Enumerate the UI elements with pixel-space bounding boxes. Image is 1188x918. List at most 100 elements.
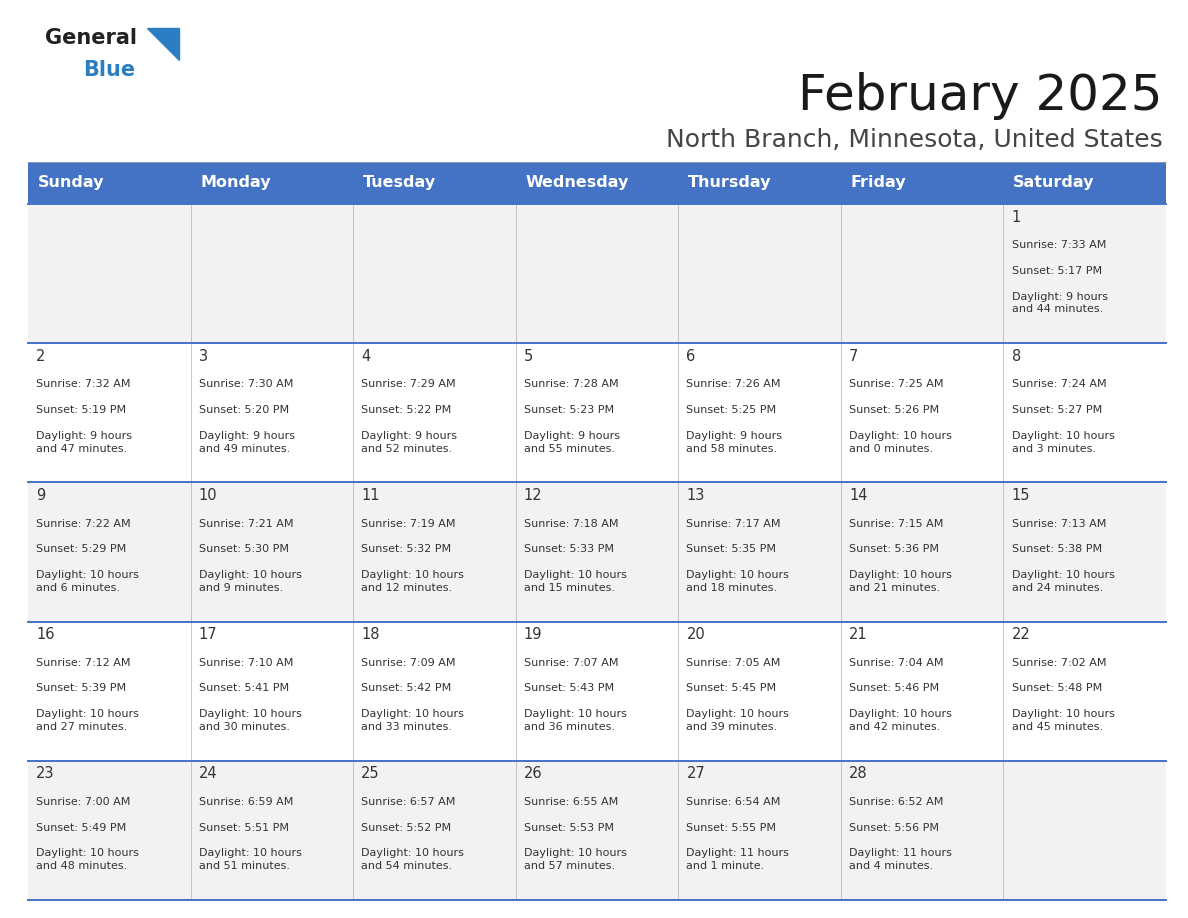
Bar bbox=[29, 343, 1165, 482]
Text: Saturday: Saturday bbox=[1013, 175, 1094, 191]
Text: General: General bbox=[45, 28, 137, 48]
Text: Sunset: 5:23 PM: Sunset: 5:23 PM bbox=[524, 405, 614, 415]
Text: Sunrise: 6:54 AM: Sunrise: 6:54 AM bbox=[687, 797, 781, 807]
Text: 12: 12 bbox=[524, 487, 543, 503]
Text: 22: 22 bbox=[1011, 627, 1030, 642]
Text: 13: 13 bbox=[687, 487, 704, 503]
Text: Sunrise: 7:29 AM: Sunrise: 7:29 AM bbox=[361, 379, 456, 389]
Text: Sunrise: 6:52 AM: Sunrise: 6:52 AM bbox=[849, 797, 943, 807]
Text: Daylight: 9 hours
and 44 minutes.: Daylight: 9 hours and 44 minutes. bbox=[1011, 292, 1107, 315]
Text: Sunrise: 7:04 AM: Sunrise: 7:04 AM bbox=[849, 657, 943, 667]
Text: Daylight: 10 hours
and 45 minutes.: Daylight: 10 hours and 45 minutes. bbox=[1011, 710, 1114, 732]
Text: Daylight: 9 hours
and 52 minutes.: Daylight: 9 hours and 52 minutes. bbox=[361, 431, 457, 453]
Text: Wednesday: Wednesday bbox=[525, 175, 628, 191]
Text: Sunset: 5:51 PM: Sunset: 5:51 PM bbox=[198, 823, 289, 833]
Text: 9: 9 bbox=[36, 487, 45, 503]
Text: Daylight: 10 hours
and 36 minutes.: Daylight: 10 hours and 36 minutes. bbox=[524, 710, 627, 732]
Text: Daylight: 11 hours
and 1 minute.: Daylight: 11 hours and 1 minute. bbox=[687, 848, 789, 871]
Text: Sunset: 5:41 PM: Sunset: 5:41 PM bbox=[198, 684, 289, 693]
Text: Sunset: 5:56 PM: Sunset: 5:56 PM bbox=[849, 823, 939, 833]
Text: Sunrise: 6:55 AM: Sunrise: 6:55 AM bbox=[524, 797, 618, 807]
Text: Sunset: 5:17 PM: Sunset: 5:17 PM bbox=[1011, 266, 1101, 276]
Text: Sunset: 5:32 PM: Sunset: 5:32 PM bbox=[361, 544, 451, 554]
Text: 10: 10 bbox=[198, 487, 217, 503]
Text: 7: 7 bbox=[849, 349, 859, 364]
Text: 23: 23 bbox=[36, 767, 55, 781]
Text: Daylight: 10 hours
and 48 minutes.: Daylight: 10 hours and 48 minutes. bbox=[36, 848, 139, 871]
Text: 3: 3 bbox=[198, 349, 208, 364]
Text: North Branch, Minnesota, United States: North Branch, Minnesota, United States bbox=[666, 128, 1163, 152]
Text: Daylight: 10 hours
and 21 minutes.: Daylight: 10 hours and 21 minutes. bbox=[849, 570, 952, 593]
Bar bbox=[29, 761, 1165, 900]
Text: 28: 28 bbox=[849, 767, 867, 781]
Text: Sunset: 5:27 PM: Sunset: 5:27 PM bbox=[1011, 405, 1101, 415]
Polygon shape bbox=[147, 28, 179, 60]
Text: Daylight: 10 hours
and 42 minutes.: Daylight: 10 hours and 42 minutes. bbox=[849, 710, 952, 732]
Text: Sunset: 5:45 PM: Sunset: 5:45 PM bbox=[687, 684, 777, 693]
Bar bbox=[29, 162, 1165, 204]
Text: Daylight: 9 hours
and 55 minutes.: Daylight: 9 hours and 55 minutes. bbox=[524, 431, 620, 453]
Text: 21: 21 bbox=[849, 627, 867, 642]
Bar bbox=[29, 482, 1165, 621]
Text: Sunrise: 7:19 AM: Sunrise: 7:19 AM bbox=[361, 519, 456, 529]
Text: Sunset: 5:30 PM: Sunset: 5:30 PM bbox=[198, 544, 289, 554]
Text: Daylight: 10 hours
and 54 minutes.: Daylight: 10 hours and 54 minutes. bbox=[361, 848, 465, 871]
Text: Daylight: 10 hours
and 9 minutes.: Daylight: 10 hours and 9 minutes. bbox=[198, 570, 302, 593]
Text: Sunrise: 7:15 AM: Sunrise: 7:15 AM bbox=[849, 519, 943, 529]
Text: Sunset: 5:55 PM: Sunset: 5:55 PM bbox=[687, 823, 777, 833]
Text: Sunset: 5:19 PM: Sunset: 5:19 PM bbox=[36, 405, 126, 415]
Text: Daylight: 10 hours
and 24 minutes.: Daylight: 10 hours and 24 minutes. bbox=[1011, 570, 1114, 593]
Text: Sunrise: 7:00 AM: Sunrise: 7:00 AM bbox=[36, 797, 131, 807]
Text: 16: 16 bbox=[36, 627, 55, 642]
Text: Daylight: 10 hours
and 51 minutes.: Daylight: 10 hours and 51 minutes. bbox=[198, 848, 302, 871]
Text: Daylight: 9 hours
and 49 minutes.: Daylight: 9 hours and 49 minutes. bbox=[198, 431, 295, 453]
Text: Sunset: 5:53 PM: Sunset: 5:53 PM bbox=[524, 823, 614, 833]
Text: 24: 24 bbox=[198, 767, 217, 781]
Text: Sunrise: 6:59 AM: Sunrise: 6:59 AM bbox=[198, 797, 293, 807]
Text: Sunrise: 7:30 AM: Sunrise: 7:30 AM bbox=[198, 379, 293, 389]
Text: Sunset: 5:20 PM: Sunset: 5:20 PM bbox=[198, 405, 289, 415]
Text: 15: 15 bbox=[1011, 487, 1030, 503]
Text: 1: 1 bbox=[1011, 209, 1020, 225]
Text: Sunrise: 7:12 AM: Sunrise: 7:12 AM bbox=[36, 657, 131, 667]
Text: 25: 25 bbox=[361, 767, 380, 781]
Text: 2: 2 bbox=[36, 349, 45, 364]
Text: Daylight: 9 hours
and 47 minutes.: Daylight: 9 hours and 47 minutes. bbox=[36, 431, 132, 453]
Text: Sunrise: 7:21 AM: Sunrise: 7:21 AM bbox=[198, 519, 293, 529]
Text: Daylight: 9 hours
and 58 minutes.: Daylight: 9 hours and 58 minutes. bbox=[687, 431, 783, 453]
Text: 6: 6 bbox=[687, 349, 696, 364]
Text: Sunrise: 6:57 AM: Sunrise: 6:57 AM bbox=[361, 797, 456, 807]
Text: Sunrise: 7:18 AM: Sunrise: 7:18 AM bbox=[524, 519, 618, 529]
Text: Daylight: 10 hours
and 18 minutes.: Daylight: 10 hours and 18 minutes. bbox=[687, 570, 789, 593]
Text: 19: 19 bbox=[524, 627, 543, 642]
Text: Blue: Blue bbox=[83, 60, 135, 80]
Text: 8: 8 bbox=[1011, 349, 1020, 364]
Text: Sunrise: 7:05 AM: Sunrise: 7:05 AM bbox=[687, 657, 781, 667]
Text: 11: 11 bbox=[361, 487, 380, 503]
Text: 20: 20 bbox=[687, 627, 706, 642]
Text: Sunset: 5:35 PM: Sunset: 5:35 PM bbox=[687, 544, 777, 554]
Text: Sunrise: 7:33 AM: Sunrise: 7:33 AM bbox=[1011, 241, 1106, 250]
Text: 14: 14 bbox=[849, 487, 867, 503]
Text: Monday: Monday bbox=[201, 175, 271, 191]
Text: Thursday: Thursday bbox=[688, 175, 771, 191]
Text: Daylight: 10 hours
and 6 minutes.: Daylight: 10 hours and 6 minutes. bbox=[36, 570, 139, 593]
Text: Tuesday: Tuesday bbox=[362, 175, 436, 191]
Text: Sunset: 5:36 PM: Sunset: 5:36 PM bbox=[849, 544, 939, 554]
Text: 27: 27 bbox=[687, 767, 706, 781]
Text: Sunset: 5:52 PM: Sunset: 5:52 PM bbox=[361, 823, 451, 833]
Text: Sunrise: 7:09 AM: Sunrise: 7:09 AM bbox=[361, 657, 456, 667]
Text: Friday: Friday bbox=[851, 175, 906, 191]
Text: 17: 17 bbox=[198, 627, 217, 642]
Text: Daylight: 10 hours
and 12 minutes.: Daylight: 10 hours and 12 minutes. bbox=[361, 570, 465, 593]
Text: Sunset: 5:29 PM: Sunset: 5:29 PM bbox=[36, 544, 126, 554]
Text: Sunrise: 7:32 AM: Sunrise: 7:32 AM bbox=[36, 379, 131, 389]
Bar bbox=[29, 621, 1165, 761]
Text: Sunrise: 7:25 AM: Sunrise: 7:25 AM bbox=[849, 379, 943, 389]
Text: Sunset: 5:48 PM: Sunset: 5:48 PM bbox=[1011, 684, 1101, 693]
Text: Sunrise: 7:13 AM: Sunrise: 7:13 AM bbox=[1011, 519, 1106, 529]
Text: 4: 4 bbox=[361, 349, 371, 364]
Text: Sunrise: 7:22 AM: Sunrise: 7:22 AM bbox=[36, 519, 131, 529]
Text: Daylight: 10 hours
and 15 minutes.: Daylight: 10 hours and 15 minutes. bbox=[524, 570, 627, 593]
Text: Sunrise: 7:24 AM: Sunrise: 7:24 AM bbox=[1011, 379, 1106, 389]
